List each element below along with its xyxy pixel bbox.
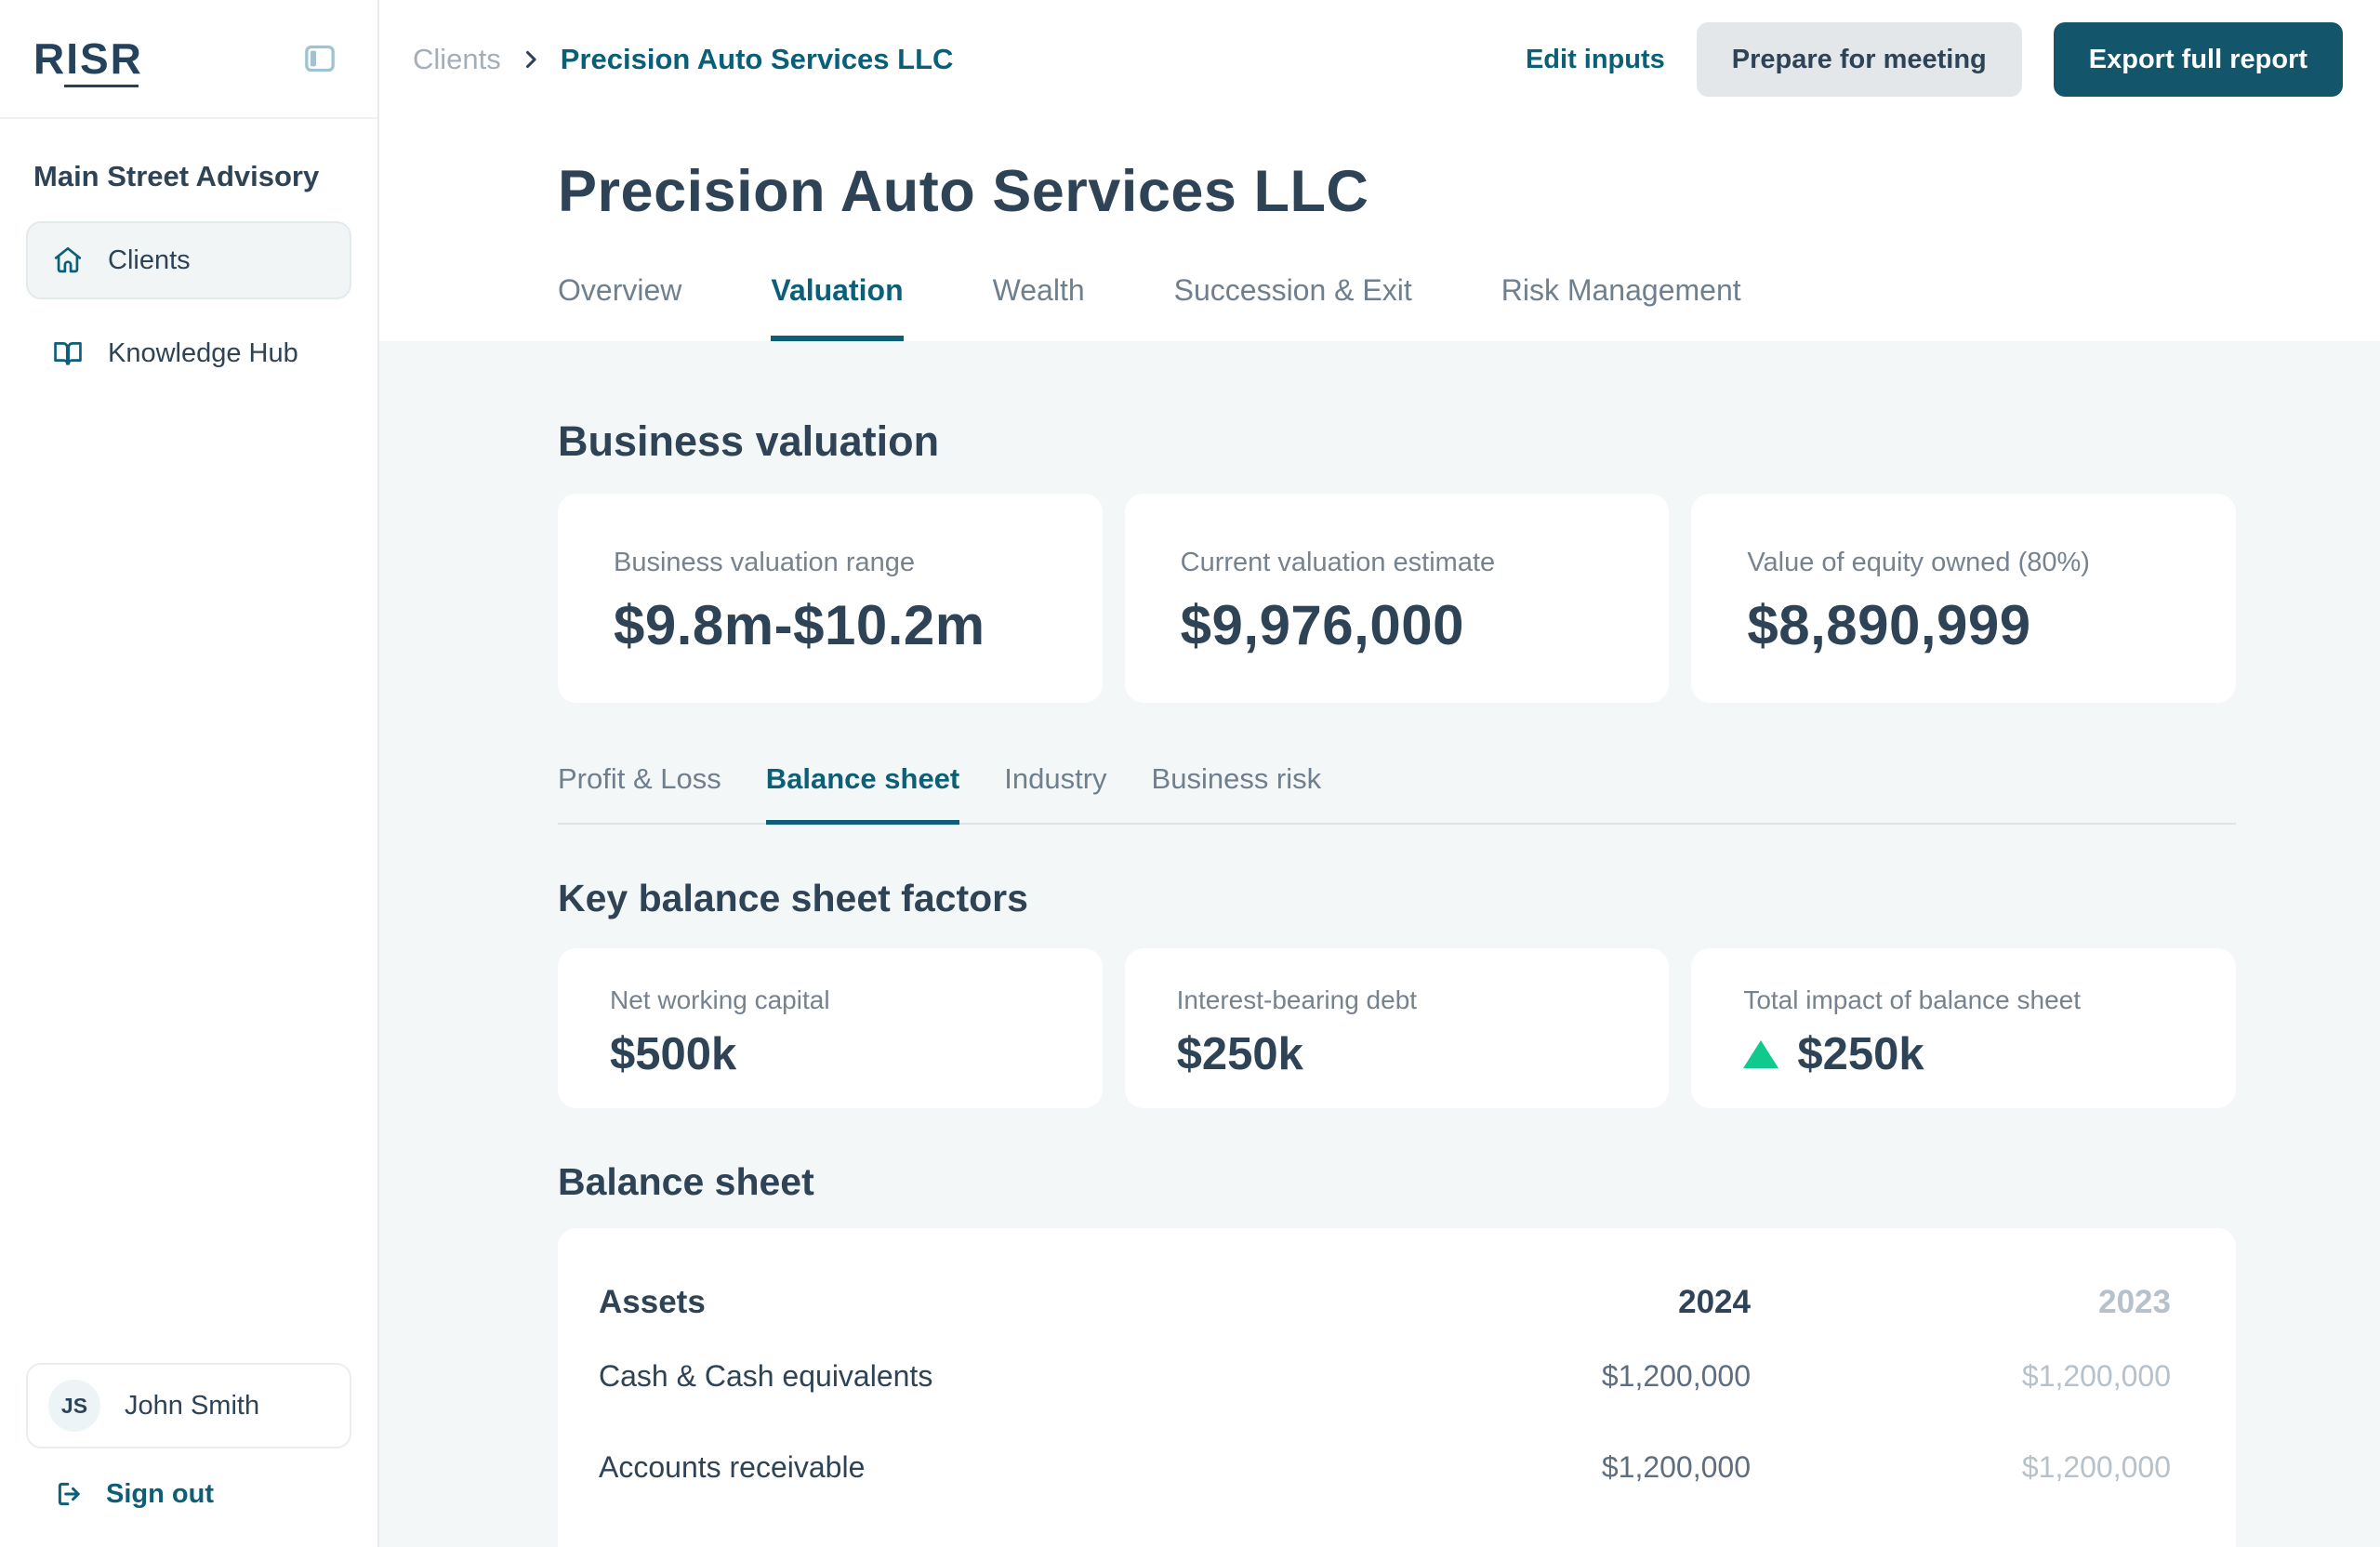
balance-sheet-table: Assets 2024 2023 Cash & Cash equivalents…: [558, 1228, 2236, 1547]
topbar: Clients Precision Auto Services LLC Edit…: [379, 0, 2380, 119]
breadcrumb-current: Precision Auto Services LLC: [560, 43, 954, 75]
page-title: Precision Auto Services LLC: [558, 159, 1369, 224]
page-content: Business valuation Business valuation ra…: [379, 341, 2380, 1547]
sidebar-item-clients[interactable]: Clients: [26, 221, 351, 299]
home-icon: [52, 245, 84, 276]
sidebar-header: RISR: [0, 0, 377, 119]
stat-value: $8,890,999: [1747, 594, 2031, 656]
page-header: Precision Auto Services LLC Overview Val…: [379, 119, 2380, 341]
table-section-assets: Assets: [599, 1284, 706, 1320]
stat-value: $9.8m-$10.2m: [614, 594, 985, 656]
prepare-for-meeting-button[interactable]: Prepare for meeting: [1696, 22, 2022, 97]
sidebar-item-knowledge-hub[interactable]: Knowledge Hub: [26, 314, 351, 392]
org-name: Main Street Advisory: [33, 160, 320, 192]
logout-icon: [54, 1478, 86, 1510]
stat-value: $9,976,000: [1180, 594, 1464, 656]
subtab-profit-loss[interactable]: Profit & Loss: [558, 762, 721, 795]
column-header-2023: 2023: [2098, 1284, 2171, 1320]
balance-sheet-heading: Balance sheet: [558, 1160, 814, 1203]
current-valuation-card: Current valuation estimate $9,976,000: [1124, 494, 1670, 703]
row-value-2023: $1,200,000: [2021, 1358, 2171, 1393]
triangle-up-icon: [1743, 1040, 1779, 1068]
subtab-balance-sheet[interactable]: Balance sheet: [765, 762, 960, 825]
tab-overview[interactable]: Overview: [558, 273, 682, 307]
sidebar-toggle-icon[interactable]: [299, 38, 340, 79]
valuation-subtabs: Profit & Loss Balance sheet Industry Bus…: [558, 762, 2236, 825]
tab-succession-exit[interactable]: Succession & Exit: [1173, 273, 1412, 307]
key-factors-heading: Key balance sheet factors: [558, 877, 1028, 919]
factor-label: Net working capital: [610, 985, 830, 1014]
factor-label: Total impact of balance sheet: [1743, 985, 2081, 1014]
factor-value: $250k: [1176, 1029, 1303, 1079]
sidebar-nav: Clients Knowledge Hub: [0, 221, 377, 392]
interest-bearing-debt-card: Interest-bearing debt $250k: [1124, 948, 1670, 1108]
sidebar: RISR Main Street Advisory Clients: [0, 0, 379, 1547]
stat-label: Business valuation range: [614, 548, 916, 577]
breadcrumb-clients[interactable]: Clients: [413, 43, 501, 75]
row-label: Accounts receivable: [599, 1449, 866, 1484]
user-card[interactable]: JS John Smith: [26, 1363, 351, 1448]
sign-out-button[interactable]: Sign out: [0, 1471, 377, 1510]
topbar-actions: Edit inputs Prepare for meeting Export f…: [1526, 22, 2343, 97]
stat-label: Value of equity owned (80%): [1747, 548, 2090, 577]
factor-value: $500k: [610, 1029, 737, 1079]
subtab-industry[interactable]: Industry: [1004, 762, 1107, 795]
main-area: Clients Precision Auto Services LLC Edit…: [379, 0, 2380, 1547]
total-impact-card: Total impact of balance sheet $250k: [1691, 948, 2236, 1108]
valuation-cards: Business valuation range $9.8m-$10.2m Cu…: [558, 494, 2236, 703]
sidebar-spacer: [0, 392, 377, 1363]
sidebar-item-label: Knowledge Hub: [108, 337, 298, 368]
table-row: Cash & Cash equivalents $1,200,000 $1,20…: [599, 1330, 2171, 1421]
breadcrumb: Clients Precision Auto Services LLC: [413, 43, 953, 76]
valuation-range-card: Business valuation range $9.8m-$10.2m: [558, 494, 1103, 703]
equity-value-card: Value of equity owned (80%) $8,890,999: [1691, 494, 2236, 703]
tab-wealth[interactable]: Wealth: [992, 273, 1085, 307]
sign-out-label: Sign out: [106, 1478, 214, 1509]
book-icon: [52, 337, 84, 369]
table-header-row: Assets 2024 2023: [599, 1275, 2171, 1330]
row-value-2024: $1,200,000: [1601, 1358, 1751, 1393]
factor-label: Interest-bearing debt: [1176, 985, 1418, 1014]
avatar: JS: [48, 1380, 100, 1432]
user-name: John Smith: [125, 1390, 260, 1421]
net-working-capital-card: Net working capital $500k: [558, 948, 1103, 1108]
subtab-business-risk[interactable]: Business risk: [1151, 762, 1322, 795]
column-header-2024: 2024: [1678, 1284, 1751, 1320]
stat-label: Current valuation estimate: [1180, 548, 1496, 577]
table-row: Accounts receivable $1,200,000 $1,200,00…: [599, 1421, 2171, 1513]
main-tabs: Overview Valuation Wealth Succession & E…: [558, 273, 2380, 341]
edit-inputs-button[interactable]: Edit inputs: [1525, 44, 1665, 74]
factor-cards: Net working capital $500k Interest-beari…: [558, 948, 2236, 1108]
tab-risk-management[interactable]: Risk Management: [1501, 273, 1741, 307]
tab-valuation[interactable]: Valuation: [771, 273, 904, 341]
risr-logo: RISR: [33, 34, 143, 87]
sidebar-item-label: Clients: [108, 245, 191, 275]
factor-value: $250k: [1743, 1028, 2184, 1080]
row-label: Cash & Cash equivalents: [599, 1358, 933, 1393]
row-value-2024: $1,200,000: [1601, 1449, 1751, 1484]
export-full-report-button[interactable]: Export full report: [2053, 22, 2343, 97]
chevron-right-icon: [518, 46, 544, 73]
business-valuation-heading: Business valuation: [558, 417, 940, 465]
row-value-2023: $1,200,000: [2021, 1449, 2171, 1484]
